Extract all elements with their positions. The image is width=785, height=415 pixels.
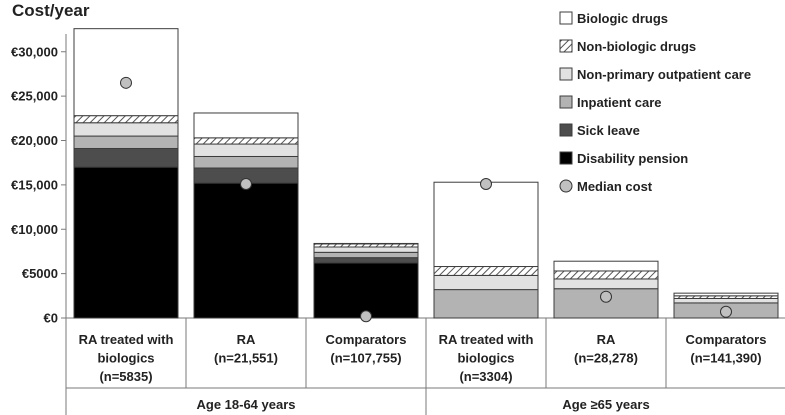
legend-swatch xyxy=(559,11,573,25)
legend-label: Disability pension xyxy=(577,151,688,166)
legend-swatch xyxy=(559,151,573,165)
axes: €0 €5000 €10,000 €15,000 €20,000 €25,000 €30,0… xyxy=(11,34,785,415)
bar-segment xyxy=(313,262,419,319)
x-axis-labels: RA treated with biologics (n=5835) RA (n=21,… xyxy=(79,332,767,412)
category-label: (n=107,755) xyxy=(330,351,401,366)
median-marker xyxy=(600,290,612,303)
y-tick-label: €20,000 xyxy=(11,133,58,148)
category-label: RA xyxy=(237,332,256,347)
y-tick-label: €25,000 xyxy=(11,89,58,104)
bar-segment xyxy=(73,115,179,124)
bar-segment xyxy=(313,257,419,264)
category-label: RA treated with xyxy=(439,332,534,347)
legend-swatch xyxy=(559,123,573,137)
category-label: (n=28,278) xyxy=(574,351,638,366)
bar-segment xyxy=(313,246,419,253)
median-marker xyxy=(480,177,492,190)
legend-swatch xyxy=(559,67,573,81)
category-label: Comparators xyxy=(326,332,407,347)
median-marker xyxy=(720,305,732,318)
category-label: RA xyxy=(597,332,616,347)
legend-label: Inpatient care xyxy=(577,95,662,110)
category-label: biologics xyxy=(97,351,154,366)
bar-segment xyxy=(433,266,539,276)
bar-segment xyxy=(553,278,659,290)
legend-swatch xyxy=(559,95,573,109)
bar-segment xyxy=(73,122,179,137)
category-label: (n=5835) xyxy=(99,369,152,384)
y-tick-label: €30,000 xyxy=(11,44,58,59)
legend-marker xyxy=(559,179,573,193)
bar-segment xyxy=(193,112,299,139)
bar-segment xyxy=(673,292,779,297)
category-label: Comparators xyxy=(686,332,767,347)
legend-label: Sick leave xyxy=(577,123,640,138)
y-tick-label: €10,000 xyxy=(11,222,58,237)
legend-swatch xyxy=(559,39,573,53)
median-marker xyxy=(360,310,372,323)
y-tick-label: €5000 xyxy=(22,266,58,281)
bar-segment xyxy=(553,270,659,280)
bar-segment xyxy=(193,182,299,319)
bar-segment xyxy=(433,181,539,268)
y-axis-title: Cost/year xyxy=(12,1,90,20)
bar-segment xyxy=(433,289,539,319)
bar-segment xyxy=(433,274,539,291)
median-marker xyxy=(240,177,252,190)
bar-segment xyxy=(73,166,179,319)
legend-label: Non-biologic drugs xyxy=(577,39,696,54)
bar-segment xyxy=(73,147,179,168)
bar-segment xyxy=(193,143,299,157)
y-tick-label: €0 xyxy=(44,311,58,326)
group-label: Age ≥65 years xyxy=(562,397,649,412)
legend-label: Median cost xyxy=(577,179,653,194)
bar-segment xyxy=(193,155,299,169)
group-label: Age 18-64 years xyxy=(196,397,295,412)
legend: Biologic drugs Non-biologic drugs Non-prim… xyxy=(559,11,751,194)
category-label: (n=21,551) xyxy=(214,351,278,366)
category-label: (n=3304) xyxy=(459,369,512,384)
bars xyxy=(73,28,779,319)
y-tick-label: €15,000 xyxy=(11,177,58,192)
category-label: (n=141,390) xyxy=(690,351,761,366)
median-markers xyxy=(120,76,732,323)
bar-segment xyxy=(73,28,179,117)
category-label: biologics xyxy=(457,351,514,366)
median-marker xyxy=(120,76,132,89)
bar-segment xyxy=(673,297,779,304)
legend-label: Non-primary outpatient care xyxy=(577,67,751,82)
legend-label: Biologic drugs xyxy=(577,11,668,26)
bar-segment xyxy=(313,251,419,259)
bar-segment xyxy=(73,135,179,149)
bar-segment xyxy=(553,260,659,272)
category-label: RA treated with xyxy=(79,332,174,347)
bar-segment xyxy=(193,137,299,145)
